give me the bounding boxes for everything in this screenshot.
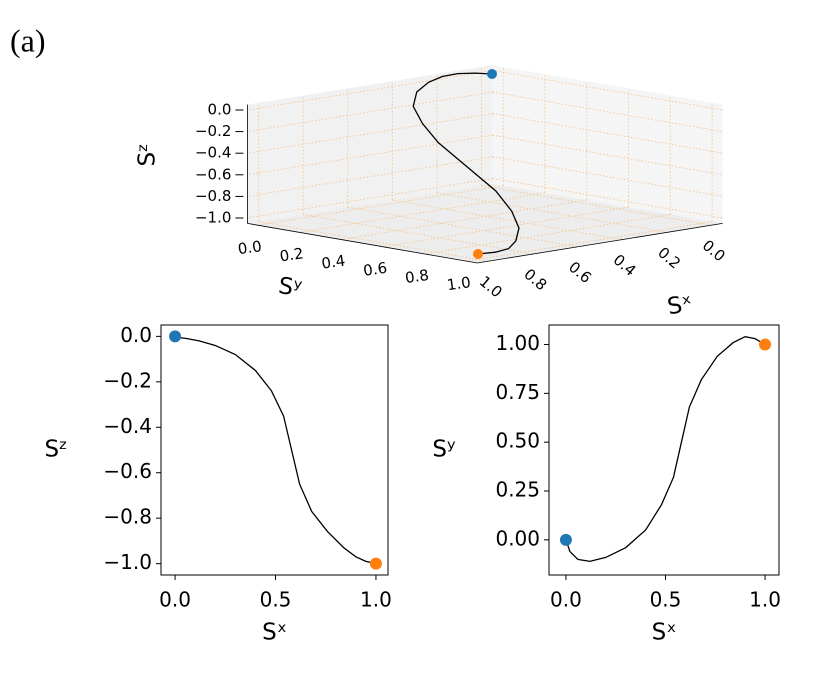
grid-line (347, 206, 578, 248)
z-tick-label: 0.0 (208, 101, 232, 119)
grid-line (436, 192, 667, 233)
y-tick-label: 0.2 (279, 244, 305, 265)
z-axis-label: Sᶻ (135, 143, 161, 166)
y-tick-label: −0.4 (103, 414, 152, 438)
panel-label: (a) (10, 22, 46, 58)
start-point (487, 69, 497, 79)
x-tick-label: 0.2 (654, 243, 684, 272)
y-tick-label: 0.8 (404, 266, 430, 287)
axes-frame (548, 324, 780, 576)
x-tick-label: 0.4 (610, 251, 640, 280)
grid-line (492, 113, 723, 154)
grid-line (492, 177, 723, 219)
side-pane (247, 65, 493, 224)
y-tick-label: 0.0 (237, 237, 263, 258)
grid-line (258, 221, 489, 262)
z-tick-label: −1.0 (195, 209, 231, 227)
y-tick-label: 0.00 (495, 526, 540, 550)
curve (565, 336, 766, 562)
x-tick-label: 1.0 (749, 588, 781, 612)
x-tick-label: 1.0 (360, 588, 392, 612)
y-tick-label: −1.0 (103, 550, 152, 574)
grid-line (247, 134, 493, 176)
back-pane (492, 65, 723, 224)
grid-line (424, 213, 671, 255)
y-axis-label: Sᶻ (44, 437, 67, 463)
end-point (473, 249, 483, 259)
grid-line (257, 185, 504, 226)
grid-line (299, 192, 546, 233)
grid-line (247, 91, 493, 133)
start-point (559, 533, 572, 546)
y-tick-label: 0.75 (495, 380, 540, 404)
end-point (759, 338, 772, 351)
grid-line (481, 185, 712, 226)
x-tick-label: 0.5 (650, 588, 682, 612)
start-point (169, 330, 182, 343)
y-tick-label: 0.4 (320, 252, 346, 273)
x-tick-label: 0.8 (520, 265, 550, 294)
x-tick-label: 0.0 (699, 236, 729, 265)
x-axis-label: Sˣ (262, 620, 287, 646)
z-tick-label: −0.8 (195, 187, 231, 205)
y-tick-label: −0.6 (103, 459, 152, 483)
grid-line (392, 199, 623, 241)
grid-line (247, 177, 493, 219)
grid-line (247, 69, 493, 111)
y-tick-label: 1.00 (495, 331, 540, 355)
x-tick-label: 1.0 (476, 272, 506, 301)
grid-line (492, 156, 723, 197)
x-axis-label: Sˣ (665, 291, 694, 321)
y-axis-line (247, 223, 478, 264)
grid-line (492, 134, 723, 176)
x-axis-line (477, 223, 723, 264)
y-tick-label: 1.0 (446, 273, 472, 294)
grid-line (341, 199, 587, 241)
z-tick-label: −0.6 (195, 165, 231, 183)
grid-line (247, 113, 493, 154)
x-tick-label: 0.0 (159, 588, 191, 612)
grid-line (466, 221, 713, 262)
y-tick-label: −0.2 (103, 368, 152, 392)
curve-3d (412, 72, 520, 255)
x-axis-label: Sˣ (652, 620, 677, 646)
z-tick-label: −0.4 (195, 144, 231, 162)
x-tick-label: 0.5 (260, 588, 292, 612)
y-axis-label: Sʸ (277, 273, 304, 302)
y-tick-label: 0.50 (495, 429, 540, 453)
x-tick-label: 0.6 (565, 258, 595, 287)
floor-pane (247, 183, 723, 263)
x-tick-label: 0.0 (550, 588, 582, 612)
axes-frame (160, 324, 389, 576)
grid-line (492, 69, 723, 111)
y-tick-label: 0.25 (495, 478, 540, 502)
y-axis-label: Sʸ (432, 437, 456, 463)
grid-line (492, 91, 723, 133)
grid-line (383, 206, 629, 248)
end-point (369, 557, 382, 570)
y-tick-label: 0.0 (120, 323, 152, 347)
z-tick-label: −0.2 (195, 122, 231, 140)
grid-line (247, 156, 493, 197)
curve (174, 335, 377, 565)
grid-line (303, 213, 534, 255)
y-tick-label: −0.8 (103, 505, 152, 529)
y-tick-label: 0.6 (362, 259, 388, 280)
